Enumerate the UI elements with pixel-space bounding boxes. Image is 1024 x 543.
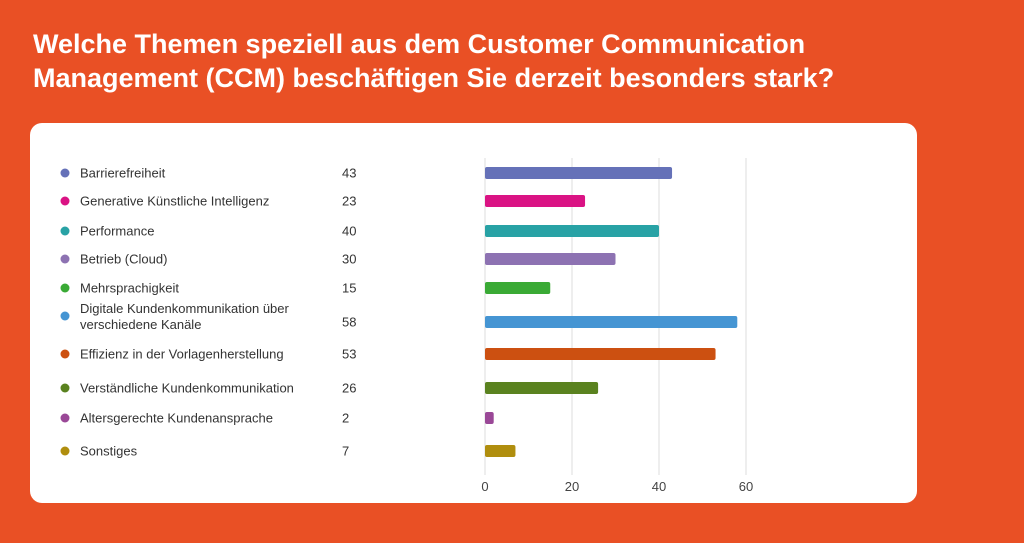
- bar: [485, 282, 551, 294]
- legend-label: Barrierefreiheit: [80, 166, 166, 181]
- value-label: 58: [342, 315, 356, 330]
- legend-marker: [60, 383, 70, 393]
- legend-marker: [60, 413, 70, 423]
- value-label: 7: [342, 444, 349, 459]
- bar: [485, 412, 494, 424]
- value-label: 40: [342, 224, 356, 239]
- value-label: 15: [342, 281, 356, 296]
- bar: [485, 195, 586, 207]
- x-tick-label: 0: [481, 479, 488, 494]
- legend-label: Performance: [80, 224, 154, 239]
- chart-card: 0 20 40 60 Barrierefreiheit 43 Generative Küns…: [30, 123, 917, 503]
- legend-label: Digitale Kundenkommunikation über verschi…: [80, 301, 290, 332]
- legend-marker: [60, 311, 70, 321]
- legend-marker: [60, 283, 70, 293]
- legend-label: Betrieb (Cloud): [80, 252, 167, 267]
- legend-label: Effizienz in der Vorlagenherstellung: [80, 347, 284, 362]
- legend-marker: [60, 254, 70, 264]
- x-tick-label: 60: [739, 479, 753, 494]
- legend-label: Sonstiges: [80, 444, 138, 459]
- bar: [485, 253, 616, 265]
- value-label: 26: [342, 381, 356, 396]
- bar: [485, 225, 659, 237]
- value-label: 30: [342, 252, 356, 267]
- bar: [485, 316, 738, 328]
- legend-label: Mehrsprachigkeit: [80, 281, 179, 296]
- page-title: Welche Themen speziell aus dem Customer …: [33, 29, 835, 93]
- value-label: 23: [342, 194, 356, 209]
- legend-marker: [60, 168, 70, 178]
- legend-marker: [60, 349, 70, 359]
- bar-chart: 0 20 40 60 Barrierefreiheit 43 Generative Küns…: [60, 158, 753, 494]
- value-label: 2: [342, 411, 349, 426]
- x-tick-label: 40: [652, 479, 666, 494]
- bar: [485, 348, 716, 360]
- value-label: 53: [342, 347, 356, 362]
- legend-label: Generative Künstliche Intelligenz: [80, 194, 269, 209]
- bar: [485, 382, 599, 394]
- legend-label: Verständliche Kundenkommunikation: [80, 381, 294, 396]
- legend-label: Altersgerechte Kundenansprache: [80, 411, 273, 426]
- bar: [485, 445, 516, 457]
- legend-marker: [60, 446, 70, 456]
- legend-marker: [60, 226, 70, 236]
- bar: [485, 167, 673, 179]
- legend-marker: [60, 196, 70, 206]
- value-label: 43: [342, 166, 356, 181]
- x-tick-label: 20: [565, 479, 579, 494]
